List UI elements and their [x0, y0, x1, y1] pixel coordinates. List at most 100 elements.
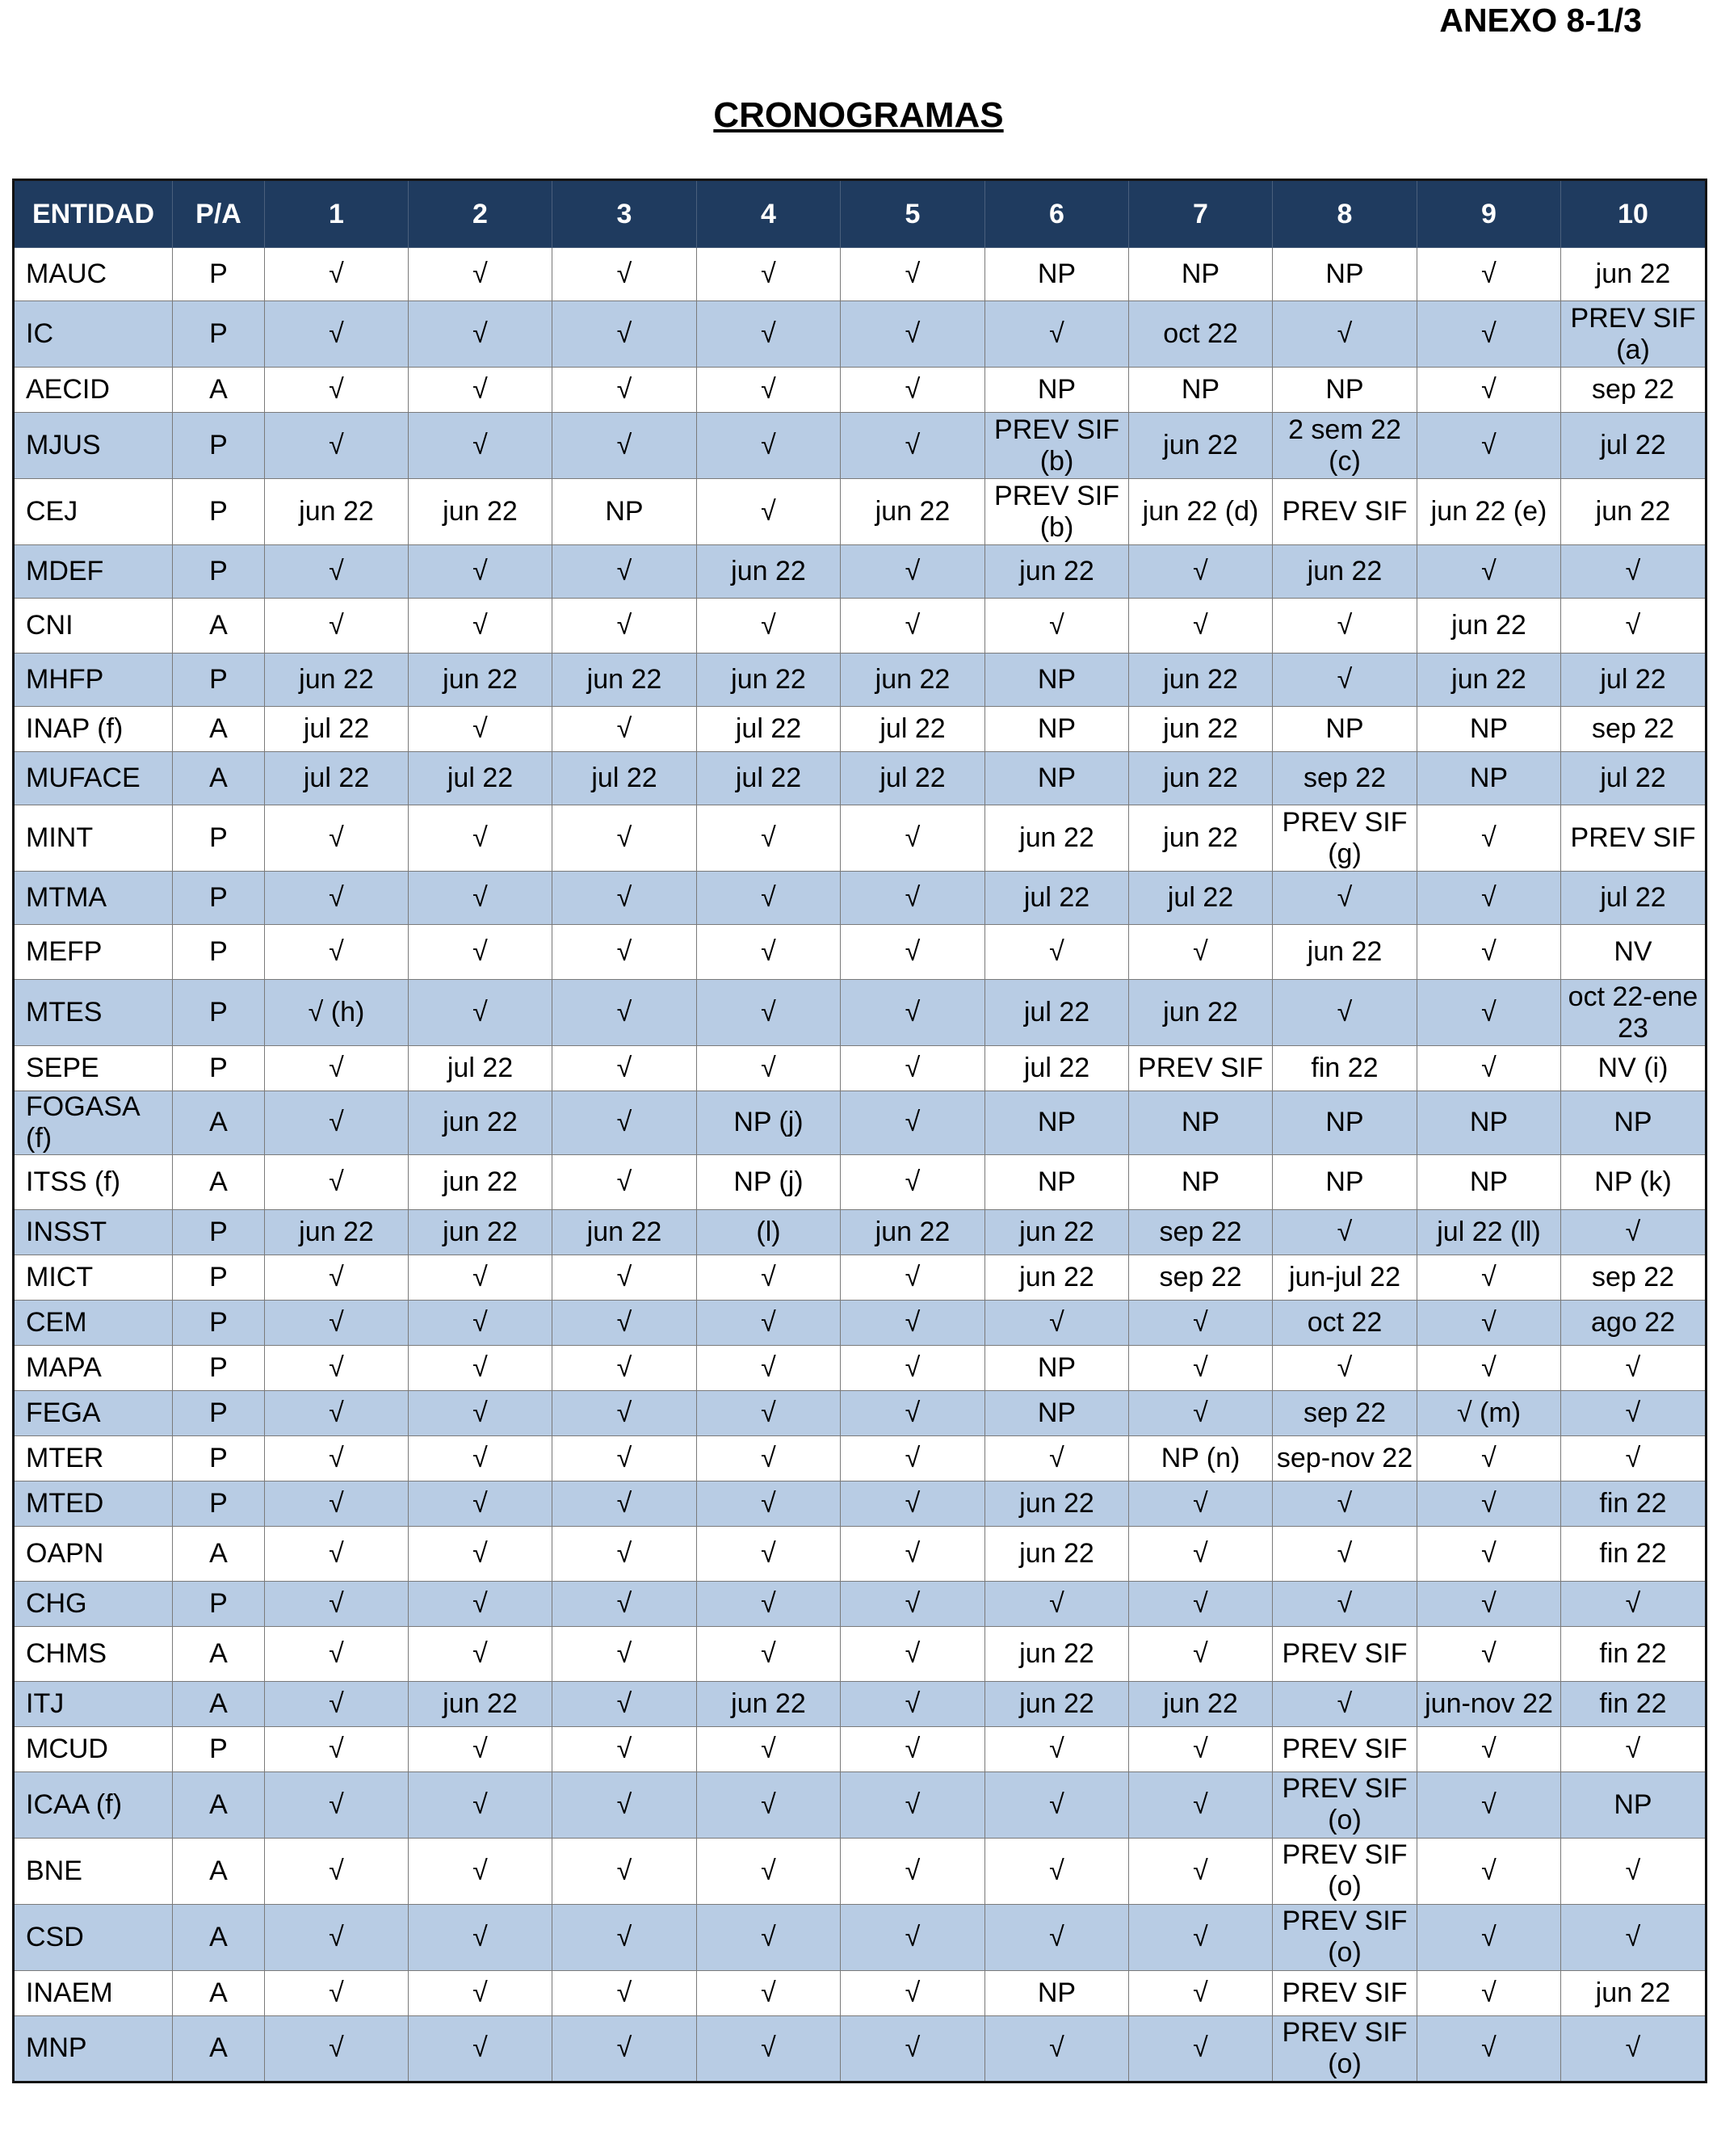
status-cell: √	[840, 1254, 985, 1301]
status-cell: 2 sem 22 (c)	[1272, 412, 1417, 479]
status-cell: jun 22	[1417, 653, 1561, 707]
table-row: CHG P √ √ √ √ √ √ √ √ √ √	[13, 1580, 1707, 1627]
status-cell: √	[552, 1480, 697, 1527]
status-cell: √	[264, 1344, 409, 1391]
status-cell: √	[1417, 1480, 1561, 1527]
status-cell: NP	[1128, 367, 1273, 413]
status-cell: √	[1417, 1580, 1561, 1627]
status-cell: √	[1128, 2015, 1273, 2082]
status-cell: √	[840, 1903, 985, 1971]
status-cell: √	[552, 1680, 697, 1727]
status-cell: √	[1417, 544, 1561, 599]
status-cell: √	[1128, 1480, 1273, 1527]
status-cell: √	[696, 2015, 841, 2082]
status-cell: √	[840, 1680, 985, 1727]
pa-cell: P	[172, 1299, 265, 1346]
pa-cell: A	[172, 1903, 265, 1971]
status-cell: √	[264, 924, 409, 980]
status-cell: NP	[984, 1344, 1129, 1391]
pa-cell: P	[172, 1389, 265, 1436]
status-cell: jun 22	[408, 1154, 552, 1210]
status-cell: √	[696, 1771, 841, 1839]
status-cell: √	[408, 598, 552, 654]
status-cell: √	[264, 367, 409, 413]
status-cell: √	[1272, 1525, 1417, 1582]
status-cell: √	[984, 1580, 1129, 1627]
status-cell: √	[1560, 544, 1707, 599]
status-cell: √	[552, 1435, 697, 1481]
column-header: 9	[1417, 179, 1561, 248]
table-row: OAPN A √ √ √ √ √ jun 22 √ √ √ fin 22	[13, 1525, 1707, 1582]
status-cell: jun 22	[264, 653, 409, 707]
status-cell: √	[1272, 1208, 1417, 1255]
pa-cell: P	[172, 979, 265, 1046]
pa-cell: P	[172, 1725, 265, 1772]
status-cell: √	[552, 871, 697, 925]
status-cell: √	[840, 1091, 985, 1155]
table-row: CEM P √ √ √ √ √ √ √ oct 22 √ ago 22	[13, 1299, 1707, 1346]
status-cell: NP	[1417, 751, 1561, 805]
status-cell: √	[840, 1389, 985, 1436]
status-cell: √	[552, 367, 697, 413]
table-row: MEFP P √ √ √ √ √ √ √ jun 22 √ NV	[13, 924, 1707, 980]
status-cell: √	[408, 1625, 552, 1682]
table-row: MDEF P √ √ √ jun 22 √ jun 22 √ jun 22 √ √	[13, 544, 1707, 599]
table-row: MTED P √ √ √ √ √ jun 22 √ √ √ fin 22	[13, 1480, 1707, 1527]
pa-cell: P	[172, 871, 265, 925]
status-cell: jul 22	[1560, 751, 1707, 805]
status-cell: jun-jul 22	[1272, 1254, 1417, 1301]
status-cell: NP	[984, 367, 1129, 413]
status-cell: √	[552, 979, 697, 1046]
status-cell: √	[840, 1480, 985, 1527]
status-cell: √	[264, 805, 409, 872]
status-cell: √	[840, 1045, 985, 1091]
status-cell: √	[1417, 979, 1561, 1046]
status-cell: jul 22	[840, 706, 985, 752]
status-cell: NP	[984, 653, 1129, 707]
entity-cell: FEGA	[13, 1389, 173, 1436]
status-cell: PREV SIF (b)	[984, 478, 1129, 545]
status-cell: NP	[1417, 1091, 1561, 1155]
pa-cell: P	[172, 805, 265, 872]
entity-cell: MINT	[13, 805, 173, 872]
status-cell: √	[408, 1435, 552, 1481]
status-cell: sep 22	[1128, 1254, 1273, 1301]
status-cell: √	[840, 412, 985, 479]
status-cell: jun 22	[840, 478, 985, 545]
status-cell: √	[696, 1525, 841, 1582]
pa-cell: A	[172, 1154, 265, 1210]
entity-cell: MTED	[13, 1480, 173, 1527]
status-cell: √	[984, 1903, 1129, 1971]
status-cell: sep 22	[1272, 1389, 1417, 1436]
status-cell: √	[1272, 979, 1417, 1046]
pa-cell: P	[172, 1435, 265, 1481]
status-cell: jun 22	[984, 1625, 1129, 1682]
entity-cell: MTMA	[13, 871, 173, 925]
status-cell: √	[552, 412, 697, 479]
header-row: ENTIDAD P/A 1 2 3 4 5 6 7 8 9 10	[13, 179, 1707, 248]
status-cell: √	[984, 300, 1129, 368]
status-cell: jul 22	[984, 871, 1129, 925]
entity-cell: IC	[13, 300, 173, 368]
status-cell: jun 22 (d)	[1128, 478, 1273, 545]
status-cell: √	[984, 1299, 1129, 1346]
pa-cell: A	[172, 2015, 265, 2082]
status-cell: √	[1128, 1344, 1273, 1391]
status-cell: jun 22	[984, 1208, 1129, 1255]
status-cell: √	[1417, 805, 1561, 872]
schedule-table: ENTIDAD P/A 1 2 3 4 5 6 7 8 9 10 MAUC P √ √ √ √ √ NP NP NP √ j…	[12, 179, 1707, 2083]
status-cell: √	[408, 924, 552, 980]
status-cell: √	[1417, 1045, 1561, 1091]
status-cell: jun 22	[408, 653, 552, 707]
status-cell: √	[552, 1580, 697, 1627]
status-cell: PREV SIF	[1560, 805, 1707, 872]
status-cell: √	[264, 1837, 409, 1905]
table-row: AECID A √ √ √ √ √ NP NP NP √ sep 22	[13, 367, 1707, 413]
status-cell: √	[1128, 598, 1273, 654]
status-cell: NP	[984, 706, 1129, 752]
status-cell: √	[1417, 1837, 1561, 1905]
status-cell: √	[552, 1091, 697, 1155]
column-header: 6	[984, 179, 1129, 248]
